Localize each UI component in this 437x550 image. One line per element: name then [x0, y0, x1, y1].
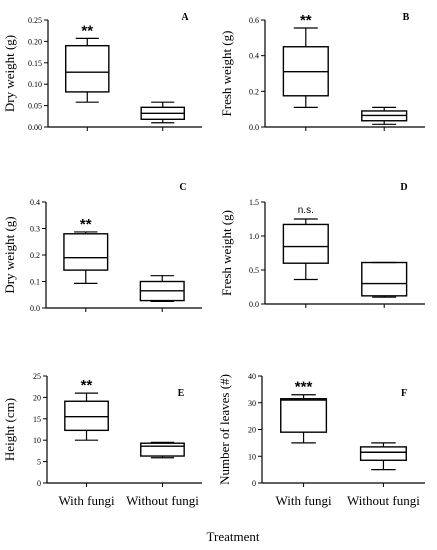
- panel-b: 0.0 0.2 0.4 0.6 Fresh weight (g) B **: [219, 12, 425, 132]
- y-axis-label: Height (cm): [2, 398, 17, 461]
- y-tick-label: 20: [33, 393, 41, 402]
- panel-a: 0.00 0.05 0.10 0.15 0.20 0.25 Dry weight (g) A *…: [2, 12, 202, 132]
- box-with-fungi: [65, 44, 110, 93]
- y-tick-label: 0.4: [30, 198, 40, 207]
- panel-e: 0 5 10 15 20 25 Height (cm) E ** With fungi Withou…: [2, 372, 202, 508]
- y-tick-label: 0.6: [249, 16, 259, 25]
- y-tick-label: 0.3: [30, 225, 40, 234]
- box-with-fungi: [280, 398, 328, 433]
- y-tick-label: 0.10: [28, 80, 42, 89]
- panel-f: 0 10 20 30 40 Number of leaves (#) F *** With fu…: [217, 372, 425, 508]
- y-tick-label: 0: [252, 479, 256, 488]
- y-axis-label: Fresh weight (g): [219, 210, 234, 296]
- y-tick-label: 0.1: [30, 278, 40, 287]
- box-without-fungi: [361, 261, 408, 297]
- category-label: Without fungi: [347, 493, 420, 508]
- panel-letter: C: [179, 182, 186, 193]
- y-tick-label: 20: [248, 426, 256, 435]
- y-tick-label: 0.2: [30, 251, 40, 260]
- y-tick-label: 30: [248, 399, 256, 408]
- y-tick-label: 15: [33, 415, 41, 424]
- y-tick-label: 0.4: [249, 52, 259, 61]
- y-tick-label: 0.00: [28, 123, 42, 132]
- box-without-fungi: [140, 442, 185, 457]
- category-label: With fungi: [58, 493, 115, 508]
- significance-label: n.s.: [298, 205, 314, 216]
- category-label: With fungi: [275, 493, 332, 508]
- box-without-fungi: [359, 446, 407, 461]
- panel-letter: B: [403, 12, 410, 23]
- y-tick-label: 0.15: [28, 59, 42, 68]
- y-axis-label: Number of leaves (#): [217, 374, 232, 485]
- y-tick-label: 1.0: [249, 232, 259, 241]
- significance-label: ***: [295, 379, 313, 396]
- y-axis-label: Dry weight (g): [2, 35, 17, 112]
- box-with-fungi: [63, 233, 109, 271]
- y-tick-label: 25: [33, 372, 41, 381]
- category-label: Without fungi: [126, 493, 199, 508]
- panel-d: 0.0 0.5 1.0 1.5 Fresh weight (g) Dn.s.: [219, 182, 425, 309]
- y-tick-label: 10: [248, 452, 256, 461]
- significance-label: **: [80, 216, 92, 233]
- significance-label: **: [300, 12, 312, 29]
- y-axis-label: Dry weight (g): [2, 216, 17, 293]
- y-tick-label: 0.0: [249, 300, 259, 309]
- box-with-fungi: [282, 223, 329, 264]
- y-tick-label: 5: [37, 458, 41, 467]
- y-tick-label: 1.5: [249, 198, 259, 207]
- y-tick-label: 0.05: [28, 102, 42, 111]
- y-tick-label: 10: [33, 436, 41, 445]
- panel-letter: F: [401, 388, 407, 399]
- y-tick-label: 0.5: [249, 266, 259, 275]
- panel-letter: A: [181, 12, 189, 23]
- panel-c: 0.0 0.1 0.2 0.3 0.4 Dry weight (g) C **: [2, 182, 202, 313]
- y-tick-label: 40: [248, 372, 256, 381]
- significance-label: **: [81, 22, 93, 39]
- y-tick-label: 0.25: [28, 16, 42, 25]
- panel-letter: D: [400, 182, 407, 193]
- panel-letter: E: [178, 388, 185, 399]
- x-axis-title: Treatment: [207, 529, 260, 544]
- y-tick-label: 0.0: [30, 304, 40, 313]
- y-tick-label: 0.20: [28, 37, 42, 46]
- box-with-fungi: [64, 400, 109, 432]
- y-axis-label: Fresh weight (g): [219, 31, 234, 117]
- y-tick-label: 0.0: [249, 123, 259, 132]
- y-tick-label: 0: [37, 479, 41, 488]
- y-tick-label: 0.2: [249, 87, 259, 96]
- significance-label: **: [81, 377, 93, 394]
